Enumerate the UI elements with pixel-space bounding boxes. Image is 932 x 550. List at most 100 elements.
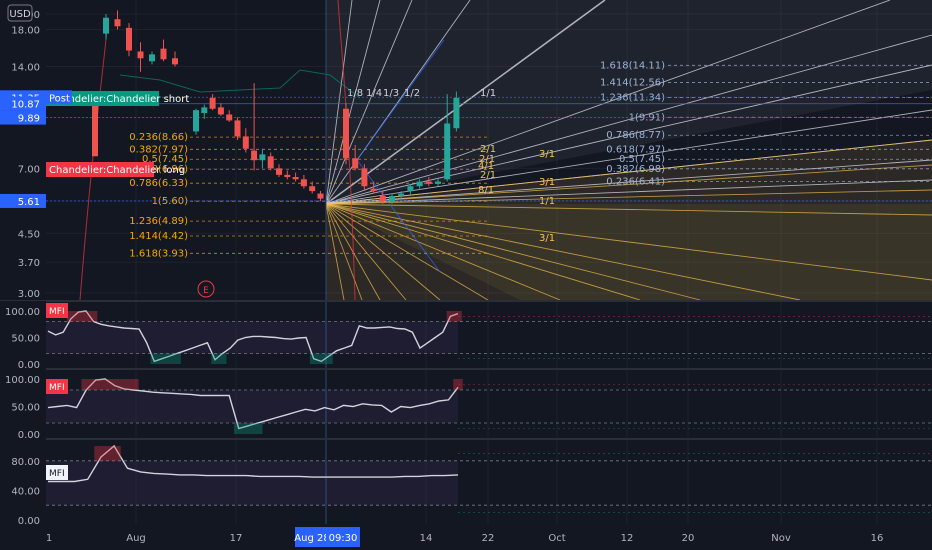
mfi-overbought-0-5 (82, 311, 90, 322)
fan-label-1: 1/4 (366, 88, 382, 99)
price-axis: 20.0018.0014.007.004.503.703.0011.3510.8… (0, 0, 46, 300)
fan-label-0: 1/8 (347, 88, 363, 99)
trend-line-up (356, 39, 445, 161)
mfi-label-bg-0 (46, 303, 68, 318)
fan-line-up-0 (325, 0, 353, 205)
mfi-axis-bg-2 (0, 439, 46, 526)
fib-left-label-1: 0.382(7.97) (129, 144, 188, 155)
candle-body-1 (114, 19, 121, 27)
candle-body-33 (435, 181, 441, 184)
fan-label-13: 2/1 (479, 154, 495, 165)
price-marker-lines (46, 96, 932, 202)
time-tick-bg-4 (326, 527, 360, 547)
candle-body-24 (352, 158, 359, 169)
mfi-overbought-1-5 (90, 379, 101, 390)
candle-body-13 (242, 136, 249, 149)
time-tick-2: 17 (230, 533, 243, 544)
mfi-oversold-0-14 (150, 353, 159, 364)
price-tick-8: 3.00 (18, 289, 40, 300)
mfi-overbought-2-4 (94, 446, 108, 461)
gann-fan-lower (325, 139, 932, 301)
mfi-line-1 (47, 378, 459, 430)
earnings-marker-circle (197, 280, 215, 298)
candle-body-3 (137, 51, 144, 59)
price-tick-7: 3.70 (18, 258, 40, 269)
fib-left-label-2: 0.5(7.45) (142, 154, 188, 165)
fib-right-label-6: 0.5(7.45) (619, 154, 665, 165)
mfi-overbought-1-43 (453, 379, 463, 390)
chart-labels: Chandelier:Chandelier short Chandelier:Ch… (46, 90, 215, 298)
fan-bottom-zone (326, 204, 932, 300)
fan-line-down-5 (325, 203, 801, 301)
candle-body-0 (103, 17, 109, 34)
fan-line-down-2 (325, 189, 932, 205)
candle-body-34 (444, 123, 451, 180)
mfi-overbought-1-4 (81, 379, 91, 390)
price-badge-bg-3 (0, 193, 46, 208)
fan-line-down-6 (325, 203, 701, 301)
time-tick-11: 16 (871, 533, 884, 544)
candle-body-2 (126, 27, 132, 51)
fan-label-9: 2/1 (480, 170, 496, 181)
candle-body-20 (300, 179, 307, 187)
fan-line-up-5 (325, 0, 891, 205)
fan-line-up-2 (325, 0, 413, 205)
time-tick-8: 12 (621, 533, 634, 544)
candle-body-25 (361, 168, 368, 187)
price-badge-bg-1 (0, 96, 46, 111)
price-badge-2: 9.89 (18, 114, 40, 125)
fib-left-label-8: 1.618(3.93) (129, 248, 188, 259)
fan-label-12: 3/1 (539, 233, 555, 244)
fan-line-up-8 (325, 109, 932, 205)
mfi-oversold-0-35 (309, 353, 318, 364)
mfi-oversold-0-17 (173, 353, 181, 364)
earnings-marker-label: E (203, 286, 209, 296)
candle-body-16 (267, 156, 274, 169)
currency-label: USD (9, 9, 31, 20)
mfi-oversold-0-36 (317, 353, 326, 364)
candle-body-9 (209, 97, 216, 109)
fan-line-down-0 (325, 139, 932, 205)
mfi-oversold-1-21 (243, 423, 253, 434)
fan-label-2: 1/3 (383, 88, 399, 99)
price-tick-2: 14.00 (11, 62, 40, 73)
candle-body-18 (284, 174, 291, 178)
fan-line-up-11 (325, 179, 932, 205)
fib-right-label-2: 1.236(11.34) (600, 92, 665, 103)
fan-label-10: 3/1 (539, 177, 555, 188)
chandelier-short-line (119, 69, 361, 99)
chandelier-label-bg-1 (46, 162, 154, 177)
candle-body-22 (317, 193, 324, 199)
mfi-tick-0-2: 0.00 (18, 360, 40, 371)
mfi-overbought-0-3 (66, 311, 75, 322)
mfi-oversold-1-22 (253, 423, 263, 434)
fan-line-up-6 (325, 34, 932, 205)
mfi-axis-bg-0 (0, 301, 46, 370)
time-tick-0: 1 (46, 533, 52, 544)
price-tick-4: 7.00 (18, 164, 40, 175)
mfi-oversold-0-37 (325, 353, 333, 364)
mfi-band-2 (46, 460, 458, 506)
chandelier-label-bg-0 (46, 91, 159, 106)
candle-body-14 (251, 150, 258, 161)
candle-body-30 (407, 186, 414, 192)
fan-line-down-10 (325, 203, 441, 301)
candle-body-32 (425, 181, 432, 184)
candle-body-35 (453, 97, 460, 129)
price-tick-1: 18.00 (11, 25, 40, 36)
candle-body-28 (389, 196, 395, 202)
candle-body-21 (309, 186, 316, 192)
price-badge-1: 10.87 (11, 100, 40, 111)
candle-body-7 (193, 110, 199, 132)
fan-line-down-14 (325, 203, 345, 301)
price-badge-bg-2 (0, 110, 46, 125)
mfi-tick-0-1: 50.00 (11, 334, 40, 345)
time-tick-4: 09:30 (329, 533, 358, 544)
fib-left-label-6: 1.236(4.89) (129, 216, 188, 227)
mfi-tick-2-2: 0.00 (18, 516, 40, 527)
candle-body-10 (217, 107, 224, 115)
fan-line-down-9 (325, 203, 489, 301)
fan-labels: 1/8 1/4 1/3 1/2 1/1 2/1 3/1 4/1 8/1 2/1 3/1 1/1 3/1 2… (347, 88, 555, 244)
